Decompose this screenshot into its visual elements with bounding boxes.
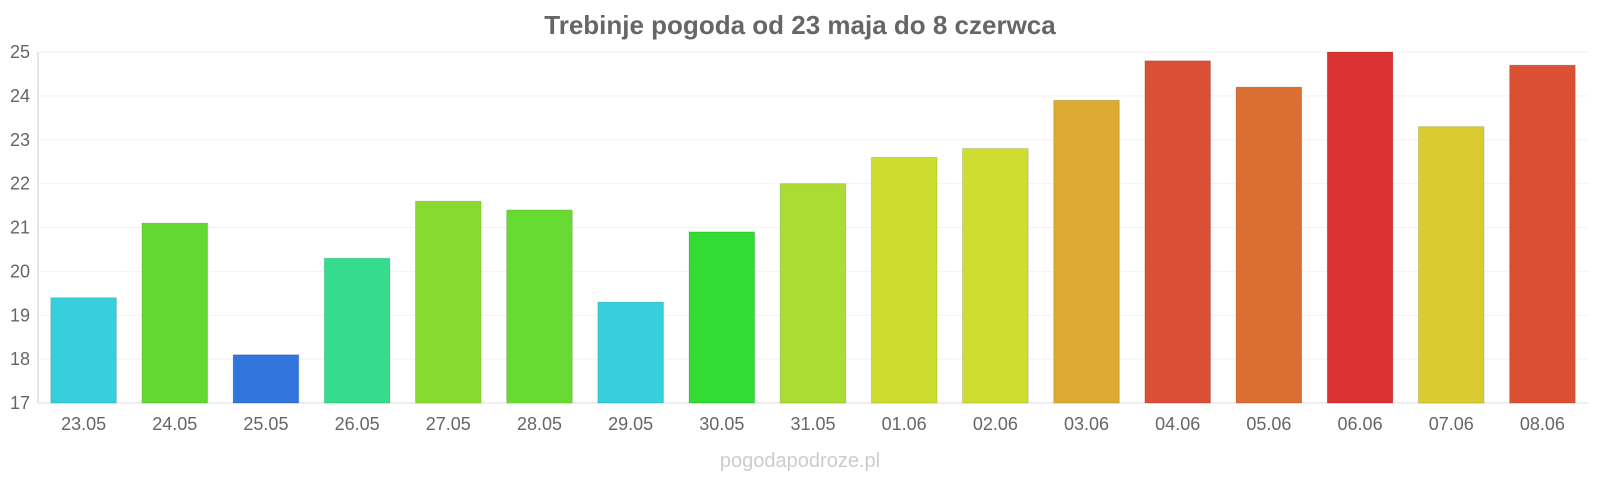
x-tick-label: 27.05 [426,414,471,434]
x-tick-label: 29.05 [608,414,653,434]
x-tick-label: 04.06 [1155,414,1200,434]
bar-31.05 [779,183,847,404]
x-tick-label: 24.05 [152,414,197,434]
y-tick-label: 22 [10,174,30,194]
bar-05.06 [1235,86,1303,404]
y-tick-label: 19 [10,305,30,325]
bar-29.05 [597,301,664,404]
x-tick-label: 31.05 [790,414,835,434]
bar-25.05 [232,354,300,404]
x-tick-label: 23.05 [61,414,106,434]
bar-06.06 [1326,51,1394,404]
x-tick-label: 28.05 [517,414,562,434]
x-tick-label: 25.05 [243,414,288,434]
watermark: pogodapodroze.pl [719,450,881,472]
y-tick-label: 20 [10,261,30,281]
x-tick-labels: 23.05 24.05 25.05 26.05 27.05 28.05 29.05 30.05… [61,414,1565,434]
x-tick-label: 05.06 [1246,414,1291,434]
y-tick-label: 24 [10,86,30,106]
y-tick-label: 18 [10,349,30,369]
x-tick-label: 30.05 [699,414,744,434]
bar-28.05 [506,209,573,404]
x-tick-label: 03.06 [1064,414,1109,434]
x-tick-label: 07.06 [1429,414,1474,434]
bar-30.05 [688,231,756,404]
bar-24.05 [141,222,209,404]
bar-01.06 [870,156,938,404]
bar-26.05 [323,257,391,404]
chart-title: Trebinje pogoda od 23 maja do 8 czerwca [544,10,1056,40]
bar-07.06 [1417,126,1485,404]
y-tick-label: 25 [10,42,30,62]
bar-27.05 [414,200,482,404]
bars [50,51,1576,404]
y-tick-label: 23 [10,130,30,150]
x-tick-label: 06.06 [1338,414,1383,434]
x-tick-label: 02.06 [973,414,1018,434]
bar-23.05 [50,297,117,404]
x-tick-label: 01.06 [882,414,927,434]
y-tick-labels: 17 18 19 20 21 22 23 24 25 [10,42,30,413]
x-tick-label: 26.05 [335,414,380,434]
bar-03.06 [1053,99,1120,404]
bar-02.06 [962,148,1029,404]
bar-08.06 [1509,64,1576,404]
x-tick-label: 08.06 [1520,414,1565,434]
y-tick-label: 17 [10,393,30,413]
y-tick-label: 21 [10,218,30,238]
bar-04.06 [1144,60,1212,404]
